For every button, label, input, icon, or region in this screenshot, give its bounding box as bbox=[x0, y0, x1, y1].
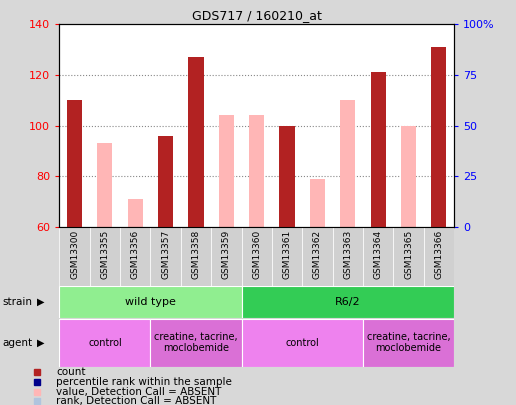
Bar bbox=[59, 286, 241, 318]
Text: GSM13365: GSM13365 bbox=[404, 230, 413, 279]
Bar bbox=[127, 199, 143, 227]
Bar bbox=[424, 227, 454, 286]
Bar bbox=[241, 227, 272, 286]
Bar bbox=[333, 227, 363, 286]
Text: GSM13366: GSM13366 bbox=[434, 230, 443, 279]
Text: creatine, tacrine,
moclobemide: creatine, tacrine, moclobemide bbox=[154, 332, 238, 354]
Bar bbox=[151, 227, 181, 286]
Text: GSM13361: GSM13361 bbox=[283, 230, 292, 279]
Text: count: count bbox=[56, 367, 86, 377]
Bar bbox=[363, 319, 454, 367]
Text: rank, Detection Call = ABSENT: rank, Detection Call = ABSENT bbox=[56, 396, 216, 405]
Bar bbox=[401, 126, 416, 227]
Text: GSM13355: GSM13355 bbox=[101, 230, 109, 279]
Bar bbox=[272, 227, 302, 286]
Bar bbox=[90, 227, 120, 286]
Bar bbox=[158, 136, 173, 227]
Text: agent: agent bbox=[3, 338, 33, 347]
Text: GSM13300: GSM13300 bbox=[70, 230, 79, 279]
Text: control: control bbox=[88, 338, 122, 347]
Bar bbox=[241, 286, 454, 318]
Bar bbox=[181, 227, 211, 286]
Bar bbox=[211, 227, 241, 286]
Text: wild type: wild type bbox=[125, 297, 176, 307]
Bar bbox=[219, 115, 234, 227]
Text: ▶: ▶ bbox=[37, 338, 45, 347]
Text: control: control bbox=[285, 338, 319, 347]
Title: GDS717 / 160210_at: GDS717 / 160210_at bbox=[192, 9, 321, 22]
Text: ▶: ▶ bbox=[37, 297, 45, 307]
Bar bbox=[431, 47, 446, 227]
Text: R6/2: R6/2 bbox=[335, 297, 361, 307]
Text: GSM13359: GSM13359 bbox=[222, 230, 231, 279]
Bar bbox=[188, 57, 204, 227]
Bar bbox=[59, 227, 90, 286]
Bar bbox=[340, 100, 356, 227]
Bar bbox=[310, 179, 325, 227]
Bar bbox=[241, 319, 363, 367]
Bar bbox=[280, 126, 295, 227]
Bar bbox=[249, 115, 264, 227]
Bar bbox=[120, 227, 151, 286]
Bar bbox=[59, 319, 151, 367]
Text: GSM13364: GSM13364 bbox=[374, 230, 383, 279]
Bar bbox=[67, 100, 82, 227]
Text: GSM13358: GSM13358 bbox=[191, 230, 201, 279]
Text: GSM13363: GSM13363 bbox=[343, 230, 352, 279]
Bar bbox=[151, 319, 241, 367]
Bar bbox=[363, 227, 393, 286]
Text: strain: strain bbox=[3, 297, 33, 307]
Bar bbox=[98, 143, 112, 227]
Text: GSM13360: GSM13360 bbox=[252, 230, 261, 279]
Bar bbox=[370, 72, 386, 227]
Text: GSM13356: GSM13356 bbox=[131, 230, 140, 279]
Bar bbox=[393, 227, 424, 286]
Text: creatine, tacrine,
moclobemide: creatine, tacrine, moclobemide bbox=[367, 332, 450, 354]
Text: value, Detection Call = ABSENT: value, Detection Call = ABSENT bbox=[56, 387, 221, 396]
Text: GSM13357: GSM13357 bbox=[161, 230, 170, 279]
Bar bbox=[302, 227, 333, 286]
Text: GSM13362: GSM13362 bbox=[313, 230, 322, 279]
Text: percentile rank within the sample: percentile rank within the sample bbox=[56, 377, 232, 387]
